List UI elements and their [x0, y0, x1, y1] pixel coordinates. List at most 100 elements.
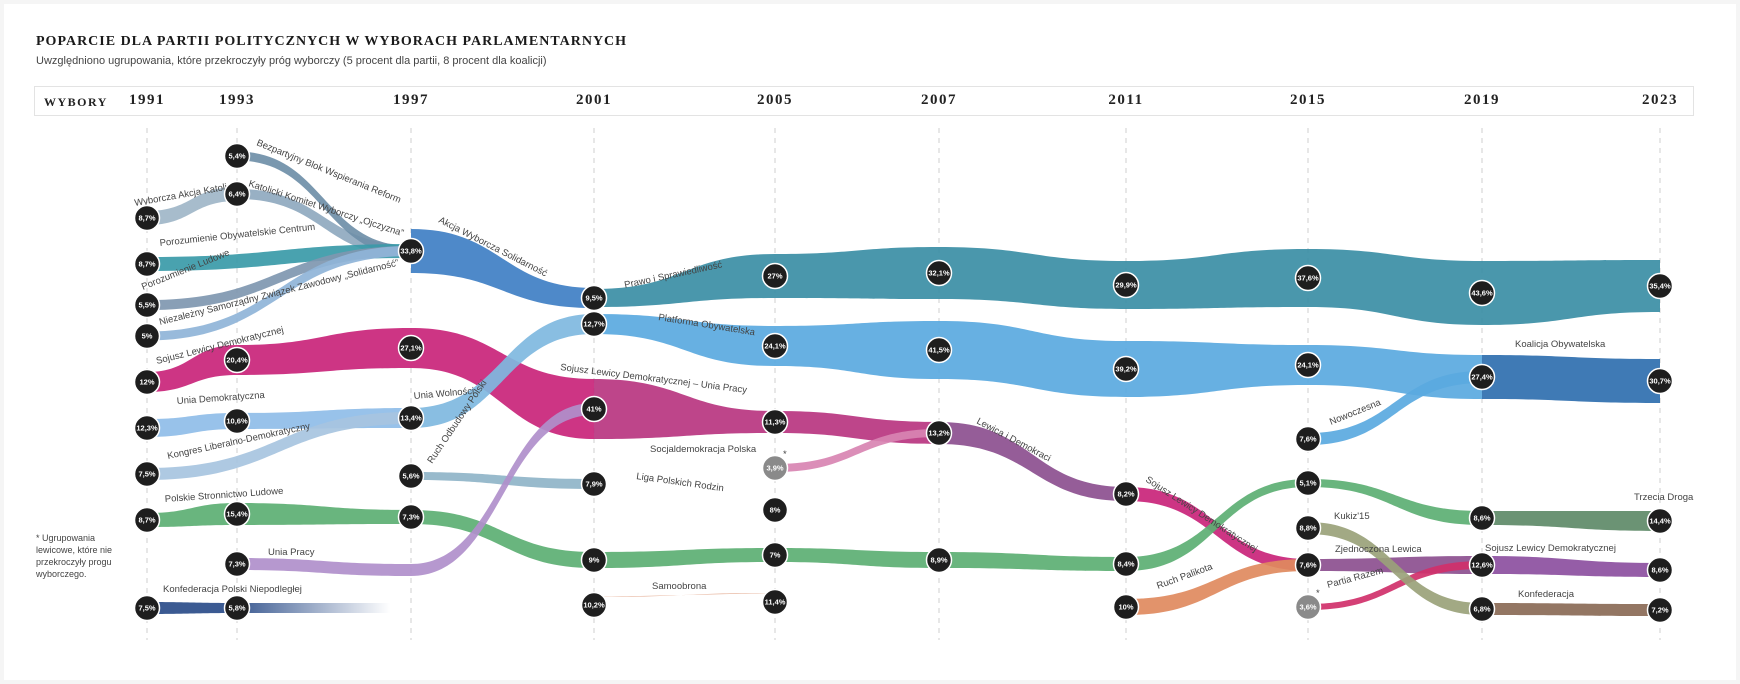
node-2023-2 [1646, 507, 1674, 535]
node-value: 30,7% [1649, 377, 1671, 386]
year-label-1993: 1993 [219, 92, 255, 108]
flow-label: Konfederacja Polski Niepodległej [163, 584, 302, 595]
node-2005-1 [761, 332, 789, 360]
node-value: 7% [770, 551, 781, 560]
node-value: 10% [1118, 603, 1133, 612]
node-2015-0 [1294, 264, 1322, 292]
flow-label: Kukiz'15 [1334, 511, 1370, 522]
node-2019-3 [1468, 551, 1496, 579]
node-value: 12,3% [136, 424, 158, 433]
node-value: 11,4% [765, 598, 786, 607]
node-1997-2 [397, 404, 425, 432]
node-value: 7,3% [228, 560, 245, 569]
node-1997-4 [397, 503, 425, 531]
node-2001-4 [580, 546, 608, 574]
flow-ribbon-porozumienie-obywatelskie-centrum [147, 244, 411, 271]
node-2005-2 [761, 408, 789, 436]
node-value: 8,2% [1117, 490, 1134, 499]
flow-ribbon-niezależny-samorządny-związek-zawodowy-solidarność- [147, 246, 411, 341]
node-2005-0 [761, 262, 789, 290]
node-value: 3,6% [1299, 603, 1316, 612]
flow-ribbon-liga-polskich-rodzin [594, 479, 775, 504]
node-value: 8,6% [1651, 566, 1668, 575]
node-value: 35,4% [1649, 282, 1671, 291]
page-title: POPARCIE DLA PARTII POLITYCZNYCH W WYBOR… [36, 34, 628, 49]
node-value: 13,2% [928, 429, 950, 438]
node-value: 10,6% [226, 417, 248, 426]
flow-ribbon-akcja-wyborcza-solidarność [411, 229, 594, 308]
year-label-1991: 1991 [129, 92, 165, 108]
flow-label: Unia Demokratyczna [176, 390, 265, 407]
flow-ribbon-ruch-odbudowy-polski [411, 472, 594, 489]
node-1991-4 [133, 368, 161, 396]
flow-ribbon-partia-razem [1308, 561, 1482, 610]
flow-ribbon-kongres-liberalno-demokratyczny [147, 412, 411, 480]
node-2019-1 [1468, 363, 1496, 391]
flow-ribbon-platforma-obywatelska [594, 314, 1482, 399]
flow-label: Koalicja Obywatelska [1515, 339, 1606, 350]
node-2015-1 [1294, 351, 1322, 379]
node-1993-4 [223, 500, 251, 528]
flow-ribbon-sojusz-lewicy-demokratycznej-unia-pracy [594, 379, 939, 444]
node-2011-3 [1112, 550, 1140, 578]
flow-ribbon-unia-wolności [411, 314, 594, 428]
node-value: 10,2% [583, 601, 605, 610]
node-value: 7,2% [1651, 606, 1668, 615]
node-1991-8 [133, 594, 161, 622]
node-value: 8,7% [138, 516, 155, 525]
flow-label: Trzecia Droga [1634, 492, 1694, 503]
page-subtitle: Uwzględniono ugrupowania, które przekroc… [36, 55, 547, 67]
flow-label: Samoobrona [652, 581, 707, 592]
node-value: 12% [139, 378, 154, 387]
year-label-2011: 2011 [1108, 92, 1144, 108]
node-1991-7 [133, 506, 161, 534]
year-label-2005: 2005 [757, 92, 793, 108]
year-label-2007: 2007 [921, 92, 957, 108]
flow-ribbon-kukiz-15 [1308, 522, 1482, 615]
asterisk-marker: * [783, 449, 787, 460]
node-2011-0 [1112, 271, 1140, 299]
flow-ribbon-bezpartyjny-blok-wspierania-reform [237, 151, 411, 256]
flow-label: Unia Pracy [268, 547, 315, 558]
node-value: 27% [767, 272, 782, 281]
node-value: 7,3% [402, 513, 419, 522]
flow-ribbon-socjaldemokracja-polska [775, 429, 939, 472]
flow-ribbon-konfederacja-polski-niepodległej [147, 602, 390, 614]
flow-label: Sojusz Lewicy Demokratycznej [1485, 543, 1616, 554]
node-1993-0 [223, 142, 251, 170]
node-2005-6 [761, 588, 789, 616]
node-value: 9% [589, 556, 600, 565]
flow-ribbon-konfederacja [1482, 603, 1660, 616]
node-2023-1 [1646, 367, 1674, 395]
flow-ribbon-ruch-palikota [1126, 559, 1308, 615]
node-value: 6,8% [1473, 605, 1490, 614]
node-value: 29,9% [1115, 281, 1137, 290]
flow-ribbon-koalicja-obywatelska [1482, 355, 1660, 403]
node-1993-5 [223, 550, 251, 578]
node-value: 27,1% [400, 344, 422, 353]
node-2001-0 [580, 284, 608, 312]
node-value: 5,6% [402, 472, 419, 481]
year-label-2019: 2019 [1464, 92, 1500, 108]
node-2007-3 [925, 546, 953, 574]
node-2019-2 [1468, 504, 1496, 532]
node-value: 7,5% [138, 604, 155, 613]
flow-ribbon-unia-pracy [237, 403, 594, 576]
node-2015-4 [1294, 514, 1322, 542]
node-1993-1 [223, 180, 251, 208]
node-2001-3 [580, 470, 608, 498]
footnote: * Ugrupowania lewicowe, które nie przekr… [36, 533, 113, 579]
node-value: 12,7% [583, 320, 605, 329]
node-value: 24,1% [764, 342, 786, 351]
node-2007-1 [925, 336, 953, 364]
node-2007-0 [925, 259, 953, 287]
flow-ribbon-sojusz-lewicy-demokratycznej [147, 328, 594, 439]
flow-label: Polskie Stronnictwo Ludowe [164, 486, 283, 505]
node-1997-1 [397, 334, 425, 362]
flow-ribbon-trzecia-droga [1482, 511, 1660, 531]
node-2011-1 [1112, 355, 1140, 383]
flow-ribbon-nowoczesna [1308, 371, 1482, 445]
node-value: 8% [770, 506, 781, 515]
node-value: 7,6% [1299, 561, 1316, 570]
